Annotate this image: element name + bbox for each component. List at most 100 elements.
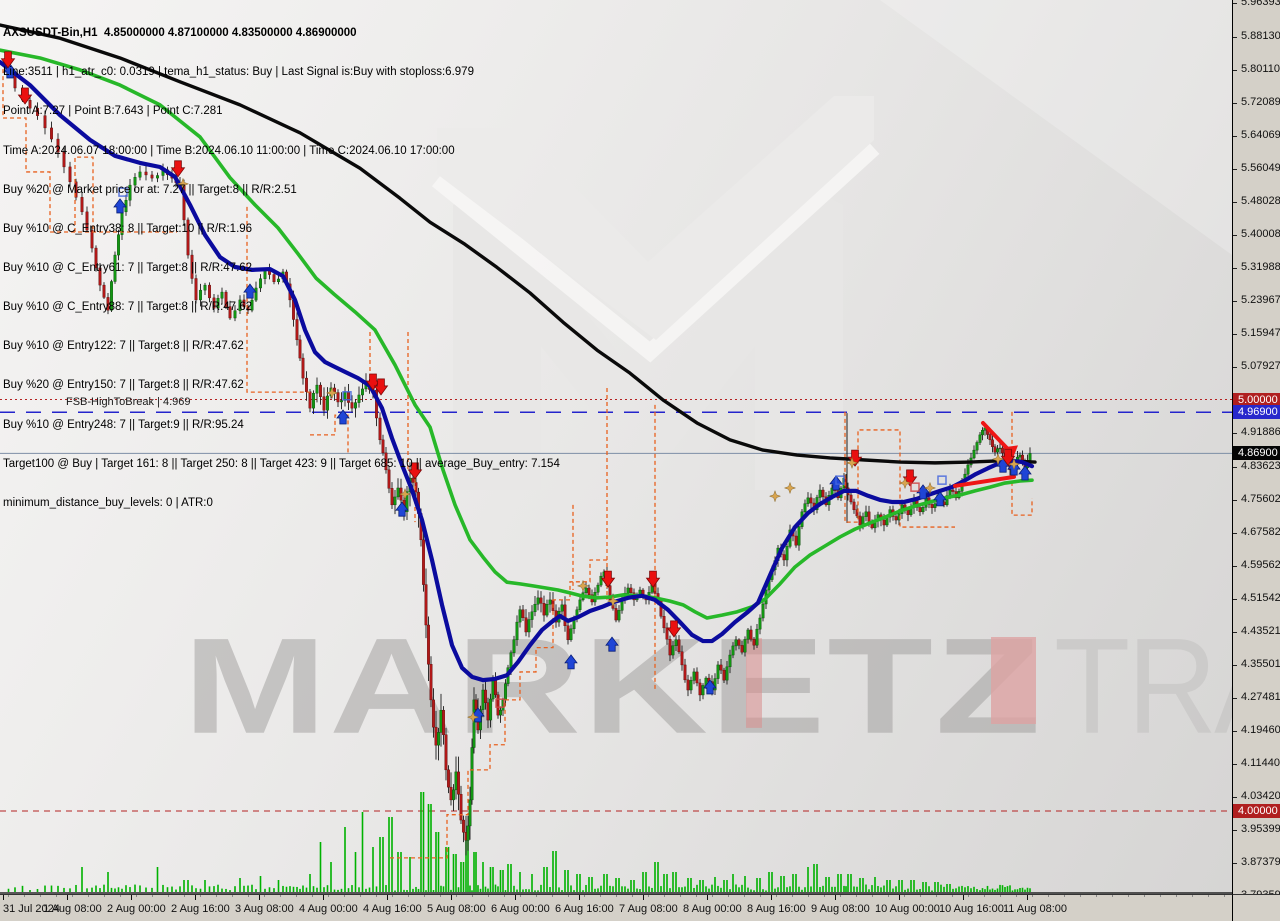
chart-plot[interactable]: [0, 0, 1232, 894]
time-axis-label: 6 Aug 00:00: [491, 903, 550, 915]
time-axis-minor-tick: [568, 895, 569, 897]
price-axis-label: 5.31988: [1241, 261, 1280, 274]
time-axis-label: 10 Aug 16:00: [939, 903, 1004, 915]
sell-arrow-icon: [847, 449, 863, 467]
buy-arrow-icon: [996, 457, 1010, 473]
price-axis-label: 5.80110: [1241, 63, 1280, 76]
time-axis-tick: [387, 895, 388, 900]
time-axis-minor-tick: [552, 895, 553, 897]
time-axis-label: 4 Aug 16:00: [363, 903, 422, 915]
price-badge: 4.00000: [1233, 804, 1280, 818]
sell-arrow-icon: [645, 570, 661, 588]
time-axis-tick: [67, 895, 68, 900]
time-axis-minor-tick: [1208, 895, 1209, 897]
price-axis-label: 5.23967: [1241, 294, 1280, 307]
signal-square-icon: [118, 187, 128, 197]
entry-star-icon: [845, 456, 859, 470]
price-axis-label: 4.11440: [1241, 757, 1280, 770]
time-axis-minor-tick: [88, 895, 89, 897]
price-axis-tick: [1233, 796, 1237, 798]
time-axis-minor-tick: [488, 895, 489, 897]
entry-star-icon: [783, 481, 797, 495]
time-axis-label: 4 Aug 00:00: [299, 903, 358, 915]
price-axis-label: 3.87379: [1241, 856, 1280, 869]
buy-arrow-icon: [336, 409, 350, 425]
time-axis-label: 6 Aug 16:00: [555, 903, 614, 915]
time-axis-minor-tick: [72, 895, 73, 897]
time-axis-tick: [3, 895, 4, 900]
info-line: Buy %10 @ C_Entry61: 7 || Target:8 || R/…: [3, 261, 253, 274]
zone-rect-layer: [746, 638, 762, 728]
price-axis-tick: [1233, 631, 1237, 633]
buy-arrow-icon: [703, 679, 717, 695]
buy-arrow-icon: [243, 283, 257, 299]
chart-canvas[interactable]: MARKETZ TRADE AXSUSDT-Bin,H1 4.85000000 …: [0, 0, 1232, 894]
time-axis[interactable]: 31 Jul 2024 1 Aug 08:00 2 Aug 00:00 2 Aug 1…: [0, 894, 1232, 921]
sell-arrow-icon: [170, 160, 186, 178]
time-axis-minor-tick: [984, 895, 985, 897]
sell-arrow-icon: [407, 462, 423, 480]
entry-star-icon: [606, 594, 620, 608]
time-axis-minor-tick: [152, 895, 153, 897]
time-axis-minor-tick: [120, 895, 121, 897]
info-line: Target100 @ Buy | Target 161: 8 || Targe…: [3, 457, 560, 470]
background-highlight: [880, 0, 1232, 255]
time-axis-label: 9 Aug 08:00: [811, 903, 870, 915]
time-axis-minor-tick: [680, 895, 681, 897]
time-axis-minor-tick: [600, 895, 601, 897]
time-axis-label: 2 Aug 00:00: [107, 903, 166, 915]
price-axis-tick: [1233, 168, 1237, 170]
price-axis-label: 5.07927: [1241, 360, 1280, 373]
time-axis-label: 8 Aug 00:00: [683, 903, 742, 915]
volume-layer: [7, 792, 1031, 892]
time-axis-minor-tick: [1160, 895, 1161, 897]
time-axis-tick: [131, 895, 132, 900]
price-axis-label: 4.91886: [1241, 426, 1280, 439]
time-axis-minor-tick: [248, 895, 249, 897]
time-axis-minor-tick: [472, 895, 473, 897]
time-axis-minor-tick: [648, 895, 649, 897]
time-axis-tick: [835, 895, 836, 900]
time-axis-minor-tick: [824, 895, 825, 897]
time-axis-minor-tick: [344, 895, 345, 897]
price-axis-label: 5.40008: [1241, 228, 1280, 241]
price-axis-tick: [1233, 763, 1237, 765]
time-axis-minor-tick: [1000, 895, 1001, 897]
info-line: Buy %10 @ C_Entry88: 7 || Target:8 || R/…: [3, 301, 253, 314]
time-axis-label: 11 Aug 08:00: [1003, 903, 1068, 915]
signal-square-icon: [495, 698, 505, 708]
sell-arrow-icon: [902, 469, 918, 487]
time-axis-minor-tick: [1064, 895, 1065, 897]
buy-arrow-icon: [113, 198, 127, 214]
price-axis-tick: [1233, 532, 1237, 534]
time-axis-label: 2 Aug 16:00: [171, 903, 230, 915]
price-axis-tick: [1233, 333, 1237, 335]
time-axis-tick: [259, 895, 260, 900]
entry-star-icon: [898, 476, 912, 490]
time-axis-minor-tick: [1128, 895, 1129, 897]
fsb-high-to-break-label: FSB-HighToBreak | 4.969: [66, 396, 191, 408]
time-axis-minor-tick: [296, 895, 297, 897]
price-axis[interactable]: 5.96393 5.88130 5.80110 5.72089 5.64069 5.560…: [1232, 0, 1280, 901]
info-line: Buy %10 @ Entry122: 7 || Target:8 || R/R…: [3, 340, 244, 353]
time-axis-minor-tick: [888, 895, 889, 897]
time-axis-minor-tick: [8, 895, 9, 897]
price-axis-tick: [1233, 829, 1237, 831]
time-axis-minor-tick: [440, 895, 441, 897]
time-axis-minor-tick: [1048, 895, 1049, 897]
time-axis-minor-tick: [616, 895, 617, 897]
price-axis-label: 5.96393: [1241, 0, 1280, 9]
time-axis-minor-tick: [56, 895, 57, 897]
watermark-text-right: TRADE: [1054, 609, 1232, 762]
time-axis-minor-tick: [1096, 895, 1097, 897]
info-line: Time A:2024.06.07 18:00:00 | Time B:2024…: [3, 144, 455, 157]
info-line: Buy %20 @ Entry150: 7 || Target:8 || R/R…: [3, 379, 244, 392]
info-line: Line:3511 | h1_atr_c0: 0.0319 | tema_h1_…: [3, 66, 474, 79]
level-lines-layer: [0, 399, 1232, 812]
time-axis-minor-tick: [664, 895, 665, 897]
entry-star-icon: [576, 579, 590, 593]
price-axis-tick: [1233, 466, 1237, 468]
time-axis-label: 7 Aug 08:00: [619, 903, 678, 915]
price-axis-tick: [1233, 2, 1237, 4]
price-axis-tick: [1233, 730, 1237, 732]
